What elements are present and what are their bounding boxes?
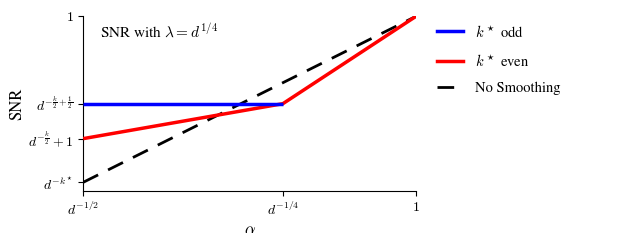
Y-axis label: SNR: SNR [9,88,26,120]
X-axis label: $\alpha$: $\alpha$ [244,223,255,233]
Legend: $k^\star$ odd, $k^\star$ even, No Smoothing: $k^\star$ odd, $k^\star$ even, No Smooth… [436,24,560,95]
Text: SNR with $\lambda = d^{1/4}$: SNR with $\lambda = d^{1/4}$ [100,22,218,39]
